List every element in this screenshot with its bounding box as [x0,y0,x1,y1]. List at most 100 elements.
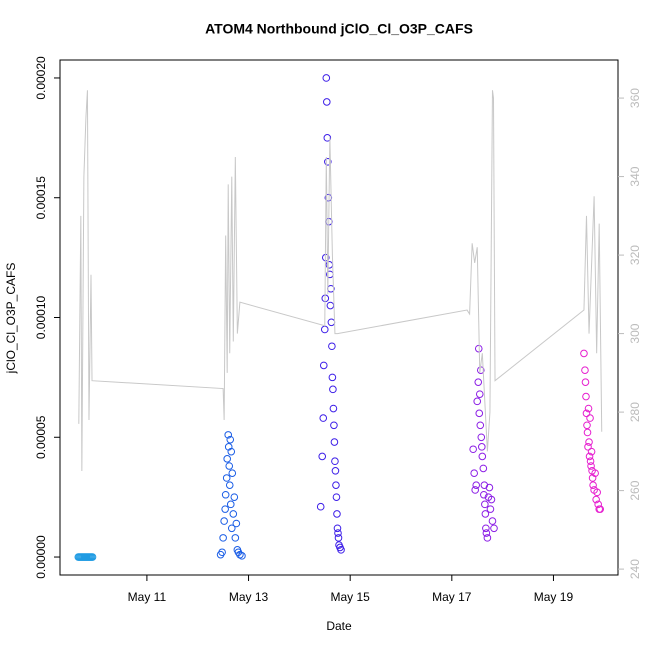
y-tick-label: 0.00005 [34,415,48,459]
point [333,510,341,518]
point [475,409,484,418]
point [337,546,345,554]
y2-tick-label: 300 [628,323,642,343]
point [472,481,481,489]
chart-title: ATOM4 Northbound jClO_Cl_O3P_CAFS [205,21,473,37]
point [221,490,230,499]
point [327,318,336,327]
point [223,455,231,463]
plot-box [59,59,619,576]
x-tick-label: May 13 [229,590,269,604]
point [470,469,478,477]
point [580,349,588,358]
point [222,474,231,482]
point [88,553,97,561]
point [322,74,331,82]
point [220,517,228,525]
point [238,552,246,560]
point [581,366,589,374]
point [232,519,241,528]
point [329,385,337,394]
point [591,469,599,477]
point [582,409,591,418]
point [469,445,477,454]
point [334,534,343,542]
point [328,342,336,351]
point [319,414,328,422]
y-tick-label: 0.00020 [34,56,48,100]
point [332,493,341,501]
point [324,158,332,166]
point [587,447,596,456]
point [224,431,233,439]
point [230,493,239,501]
point [218,548,226,557]
point [473,397,482,406]
x-tick-label: May 19 [534,590,574,604]
point [586,414,594,422]
point [229,510,238,518]
y-tick-label: 0.00010 [34,295,48,339]
point [487,495,496,504]
point [585,452,594,461]
point [593,488,601,497]
point [483,534,492,542]
point [582,392,590,401]
point [228,469,237,477]
point [330,421,338,430]
point [488,517,497,525]
y-tick-label: 0.00015 [34,176,48,220]
x-axis-label: Date [326,619,352,633]
point [479,464,488,473]
point [225,481,234,489]
point [482,529,491,537]
point [329,404,338,413]
point [594,500,602,509]
point [330,438,339,446]
point [323,134,332,142]
point [328,373,337,382]
y2-tick-label: 360 [628,88,642,108]
y2-tick-label: 340 [628,166,642,186]
point [323,98,331,106]
point [331,457,339,466]
point [480,490,488,499]
point [475,390,484,398]
point [478,443,486,451]
line [78,90,603,471]
point [485,483,494,492]
point [231,534,240,542]
point [478,452,487,461]
point [318,452,327,461]
point [226,435,235,444]
point [226,500,235,509]
y2-tick-label: 260 [628,480,642,500]
point [471,486,479,494]
point [592,495,600,504]
point [589,481,597,489]
point [225,462,234,470]
point [583,428,592,437]
point [221,505,229,513]
point [236,550,244,559]
point [581,378,590,386]
point [334,529,342,537]
point [596,505,605,513]
y2-tick-label: 320 [628,245,642,265]
point [333,524,342,533]
point [486,505,495,513]
point [584,443,592,451]
x-tick-label: May 11 [128,590,167,604]
point [227,447,236,456]
point [481,510,490,518]
x-tick-label: May 17 [432,590,472,604]
point [316,502,325,511]
point [227,524,236,533]
point [583,421,591,430]
point [584,404,593,413]
point [326,301,335,310]
point [474,378,483,386]
point [319,361,328,370]
point [587,462,595,470]
